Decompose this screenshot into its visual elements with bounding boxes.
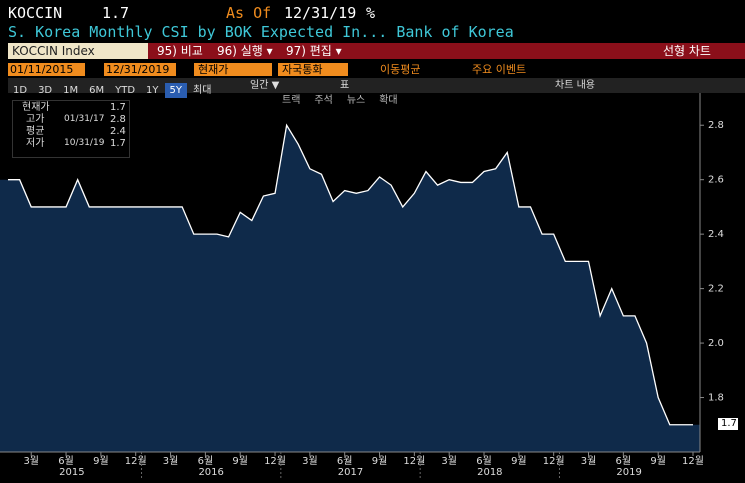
- x-tick-label: 3월: [163, 455, 179, 467]
- range-button[interactable]: YTD: [115, 85, 136, 96]
- year-label: 2017: [338, 467, 363, 478]
- as-of-label: As Of: [226, 4, 272, 22]
- x-tick-label: 9월: [372, 455, 388, 467]
- x-tick-label: 12월: [403, 455, 425, 467]
- range-button[interactable]: 최대: [193, 85, 212, 96]
- last-tag-value: 1.7: [721, 418, 737, 429]
- unit: %: [366, 4, 376, 22]
- edit-button[interactable]: 97) 편집 ▾: [286, 44, 342, 58]
- y-tick-label: 2.8: [708, 120, 724, 131]
- start-box: [8, 63, 85, 76]
- x-tick-label: 9월: [93, 455, 109, 467]
- legend-label: 평균: [26, 126, 45, 137]
- actions-button[interactable]: 96) 실행 ▾: [217, 44, 273, 58]
- toolbar: [8, 43, 745, 59]
- year-label: 2016: [198, 467, 223, 478]
- x-tick-label: 9월: [511, 455, 527, 467]
- ticker: KOCCIN: [8, 4, 63, 22]
- x-tick-label: 12월: [125, 455, 147, 467]
- x-tick-label: 12월: [543, 455, 565, 467]
- y-tick-label: 1.8: [708, 393, 724, 404]
- end-date[interactable]: 12/31/2019: [106, 63, 170, 76]
- tool-button[interactable]: 트랙: [282, 95, 301, 106]
- x-tick-label: 12월: [682, 455, 704, 467]
- description: S. Korea Monthly CSI by BOK Expected In.…: [8, 23, 514, 41]
- x-tick-label: 6월: [198, 455, 214, 467]
- legend-value: 1.7: [110, 138, 126, 149]
- y-tick-label: 2.0: [708, 338, 724, 349]
- tool-button[interactable]: 뉴스: [346, 95, 366, 106]
- last-value: 1.7: [102, 4, 130, 22]
- legend-label: 현재가: [22, 102, 50, 113]
- y-tick-label: 2.4: [708, 229, 724, 240]
- x-tick-label: 6월: [58, 455, 74, 467]
- legend-date: 10/31/19: [64, 138, 105, 148]
- range-button[interactable]: 1Y: [146, 85, 159, 96]
- area: [0, 125, 700, 452]
- legend-date: 01/31/17: [64, 114, 105, 124]
- range-button[interactable]: 5Y: [164, 83, 188, 98]
- start-date[interactable]: 01/11/2015: [10, 63, 74, 76]
- x-tick-label: 9월: [232, 455, 248, 467]
- x-tick-label: 3월: [441, 455, 457, 467]
- x-tick-label: 6월: [337, 455, 353, 467]
- legend-value: 1.7: [110, 102, 126, 113]
- range-button[interactable]: 6M: [89, 85, 105, 96]
- end-box: [104, 63, 176, 76]
- x-tick-label: 12월: [264, 455, 286, 467]
- legend-label: 저가: [26, 138, 45, 149]
- year-label: 2015: [59, 467, 84, 478]
- x-tick-label: 9월: [650, 455, 666, 467]
- period[interactable]: 일간 ▼: [250, 80, 280, 91]
- tool-button[interactable]: 확대: [379, 95, 398, 106]
- field[interactable]: 현재가: [198, 63, 229, 76]
- currency[interactable]: 자국통화: [282, 63, 323, 76]
- tool-button[interactable]: 주석: [314, 95, 333, 106]
- x-tick-label: 3월: [23, 455, 39, 467]
- moving-average[interactable]: 이동평균: [380, 63, 421, 76]
- range-button[interactable]: 3D: [38, 85, 53, 96]
- last-tag: [718, 418, 738, 430]
- tool-bar: 트랙 주석 뉴스 확대: [282, 96, 412, 106]
- legend-label: 고가: [26, 114, 45, 125]
- chart-content[interactable]: 차트 내용: [555, 80, 595, 91]
- legend-value: 2.4: [110, 126, 126, 137]
- compare-button[interactable]: 95) 비교: [157, 44, 203, 58]
- field-box: [194, 63, 272, 76]
- x-tick-label: 3월: [302, 455, 318, 467]
- line: [8, 123, 693, 426]
- chart-type[interactable]: 선형 차트: [663, 44, 711, 58]
- chart: 1.8 2.0 2.2 2.4 2.6 2.8 3월 6월 9월 12월 3월 6월 9월 12월 3월 6월…: [0, 93, 724, 478]
- legend-value: 2.8: [110, 114, 126, 125]
- range-button[interactable]: 1D: [13, 85, 28, 96]
- security[interactable]: KOCCIN Index: [12, 44, 95, 58]
- x-tick-label: 3월: [581, 455, 597, 467]
- key-events[interactable]: 주요 이벤트: [472, 63, 527, 76]
- table-button[interactable]: 표: [340, 80, 350, 91]
- y-tick-label: 2.6: [708, 175, 724, 186]
- as-of-date: 12/31/19: [284, 4, 357, 22]
- year-label: 2018: [477, 467, 502, 478]
- x-tick-label: 6월: [476, 455, 492, 467]
- range-bar: 1D 3D 1M 6M YTD 1Y 5Y 최대: [8, 78, 745, 98]
- year-label: 2019: [616, 467, 641, 478]
- currency-box: [278, 63, 348, 76]
- range-button[interactable]: 1M: [63, 85, 79, 96]
- legend: [12, 100, 130, 158]
- security-box: [8, 43, 148, 59]
- y-tick-label: 2.2: [708, 284, 724, 295]
- x-tick-label: 6월: [616, 455, 632, 467]
